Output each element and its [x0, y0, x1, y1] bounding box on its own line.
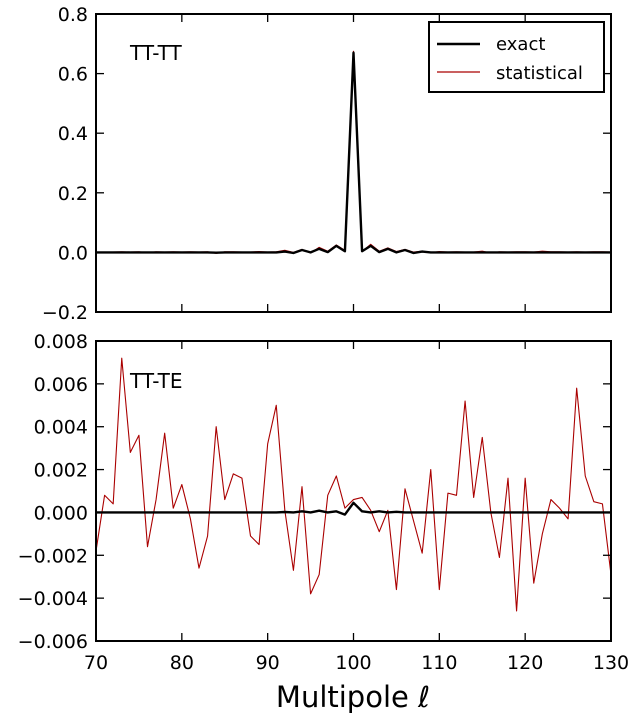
y-tick-label: 0.008: [34, 331, 88, 353]
tt-te-axes-frame: [95, 340, 612, 642]
y-tick-label: 0.000: [34, 502, 88, 524]
x-tick-label: 100: [335, 652, 371, 674]
legend: exact statistical: [428, 21, 605, 93]
tt-te-exact-series: [96, 501, 611, 516]
tt-tt-axes-frame: [95, 13, 612, 313]
x-tick-label: 110: [421, 652, 457, 674]
legend-label-exact: exact: [496, 34, 545, 55]
legend-label-statistical: statistical: [496, 63, 583, 84]
y-tick-label: −0.006: [18, 631, 88, 653]
tt-tt-panel: −0.2 0.0 0.2 0.4 0.6 0.8 TT-TT exact statisti…: [42, 4, 612, 324]
x-tick-label: 90: [256, 652, 280, 674]
y-tick-label: 0.0: [58, 242, 88, 264]
x-tick-label: 120: [507, 652, 543, 674]
x-tick-label: 130: [593, 652, 629, 674]
y-tick-label: −0.002: [18, 545, 88, 567]
y-tick-label: 0.2: [58, 183, 88, 205]
tt-tt-panel-label: TT-TT: [129, 41, 182, 65]
y-tick-label: 0.004: [34, 417, 88, 439]
tt-te-statistical-series: [96, 357, 611, 612]
tt-tt-exact-series: [96, 51, 611, 255]
x-axis-label: Multipole ℓ: [276, 680, 430, 714]
x-tick-label: 70: [84, 652, 108, 674]
tt-te-panel: −0.006 −0.004 −0.002 0.000 0.002 0.004 0.006 0.…: [18, 331, 629, 674]
y-tick-label: 0.4: [58, 123, 88, 145]
y-tick-label: −0.004: [18, 588, 88, 610]
tt-te-panel-label: TT-TE: [129, 369, 182, 393]
legend-frame: [428, 21, 605, 93]
y-tick-label: 0.006: [34, 374, 88, 396]
y-tick-label: 0.6: [58, 64, 88, 86]
y-tick-label: −0.2: [42, 302, 88, 324]
x-tick-label: 80: [170, 652, 194, 674]
y-tick-label: 0.002: [34, 460, 88, 482]
y-tick-label: 0.8: [58, 4, 88, 26]
